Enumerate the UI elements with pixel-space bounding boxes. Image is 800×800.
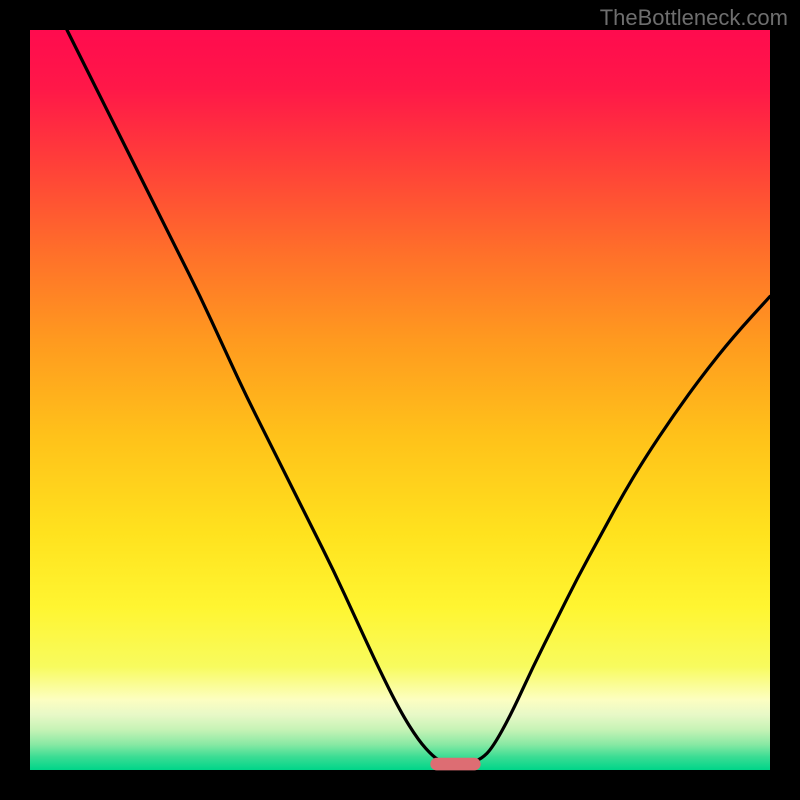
heatmap-gradient-area: [30, 30, 770, 770]
attribution-text: TheBottleneck.com: [600, 5, 788, 31]
bottleneck-chart: [0, 0, 800, 800]
optimal-range-marker: [430, 758, 480, 771]
